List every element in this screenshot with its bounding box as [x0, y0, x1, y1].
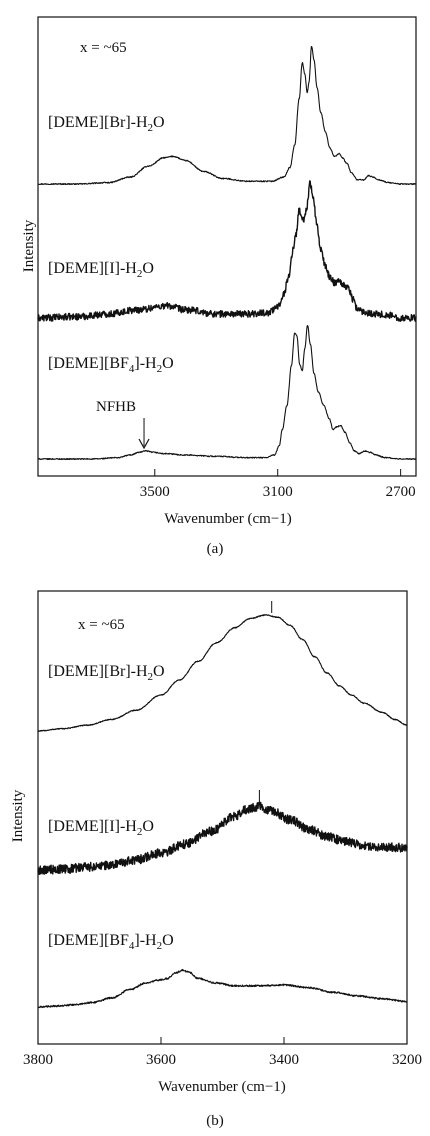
panel-a-y-axis-label: Intensity [21, 219, 37, 272]
panel-b-annotation: x = ~65 [78, 617, 125, 633]
panel-a: 3500 3100 2700 x = ~65 [DEME][Br]-H2O [DEM… [21, 16, 417, 557]
panel-b-x-tick-label-3400: 3400 [269, 1052, 299, 1068]
panel-a-trace-i [37, 180, 417, 322]
panel-a-trace-bf4 [37, 325, 417, 461]
panel-a-label: (a) [207, 541, 224, 557]
panel-a-arrow-label: NFHB [96, 399, 136, 415]
panel-a-x-axis-label: Wavenumber (cm−1) [164, 511, 292, 527]
panel-b-series-label-bf4: [DEME][BF4]-H2O [48, 932, 174, 952]
panel-b-traces [37, 614, 408, 1009]
panel-a-series-label-i: [DEME][I]-H2O [48, 260, 154, 280]
panel-a-series-label-br: [DEME][Br]-H2O [48, 114, 165, 134]
panel-a-annotation: x = ~65 [80, 40, 127, 56]
panel-a-x-tick-label-2700: 2700 [386, 484, 416, 500]
panel-a-x-tick-label-3100: 3100 [263, 484, 293, 500]
nfhb-arrow-head [138, 438, 150, 450]
panel-a-trace-br [37, 45, 417, 186]
panel-b-x-tick-label-3200: 3200 [392, 1052, 422, 1068]
panel-a-x-ticks: 3500 3100 2700 [140, 469, 416, 500]
panel-b-series-label-br: [DEME][Br]-H2O [48, 663, 165, 683]
panel-b-trace-br [37, 614, 408, 732]
panel-b-x-axis-label: Wavenumber (cm−1) [158, 1079, 286, 1095]
panel-b-trace-bf4 [37, 968, 408, 1009]
panel-b-series-label-i: [DEME][I]-H2O [48, 818, 154, 838]
panel-b-trace-i [37, 801, 408, 876]
panel-b-x-tick-label-3600: 3600 [146, 1052, 176, 1068]
panel-b: 3800 3600 3400 3200 x = ~65 [DEME][Br]-H2O … [10, 590, 422, 1129]
panel-b-peak-markers [258, 601, 273, 802]
panel-b-label: (b) [206, 1113, 224, 1129]
panel-a-traces [37, 45, 417, 461]
panel-b-x-ticks: 3800 3600 3400 3200 [23, 1037, 422, 1068]
panel-b-y-axis-label: Intensity [10, 789, 26, 842]
panel-a-x-tick-label-3500: 3500 [140, 484, 170, 500]
panel-b-x-tick-label-3800: 3800 [23, 1052, 53, 1068]
panel-a-frame [37, 16, 417, 477]
panel-a-series-label-bf4: [DEME][BF4]-H2O [48, 355, 174, 375]
panel-b-frame [37, 590, 408, 1045]
